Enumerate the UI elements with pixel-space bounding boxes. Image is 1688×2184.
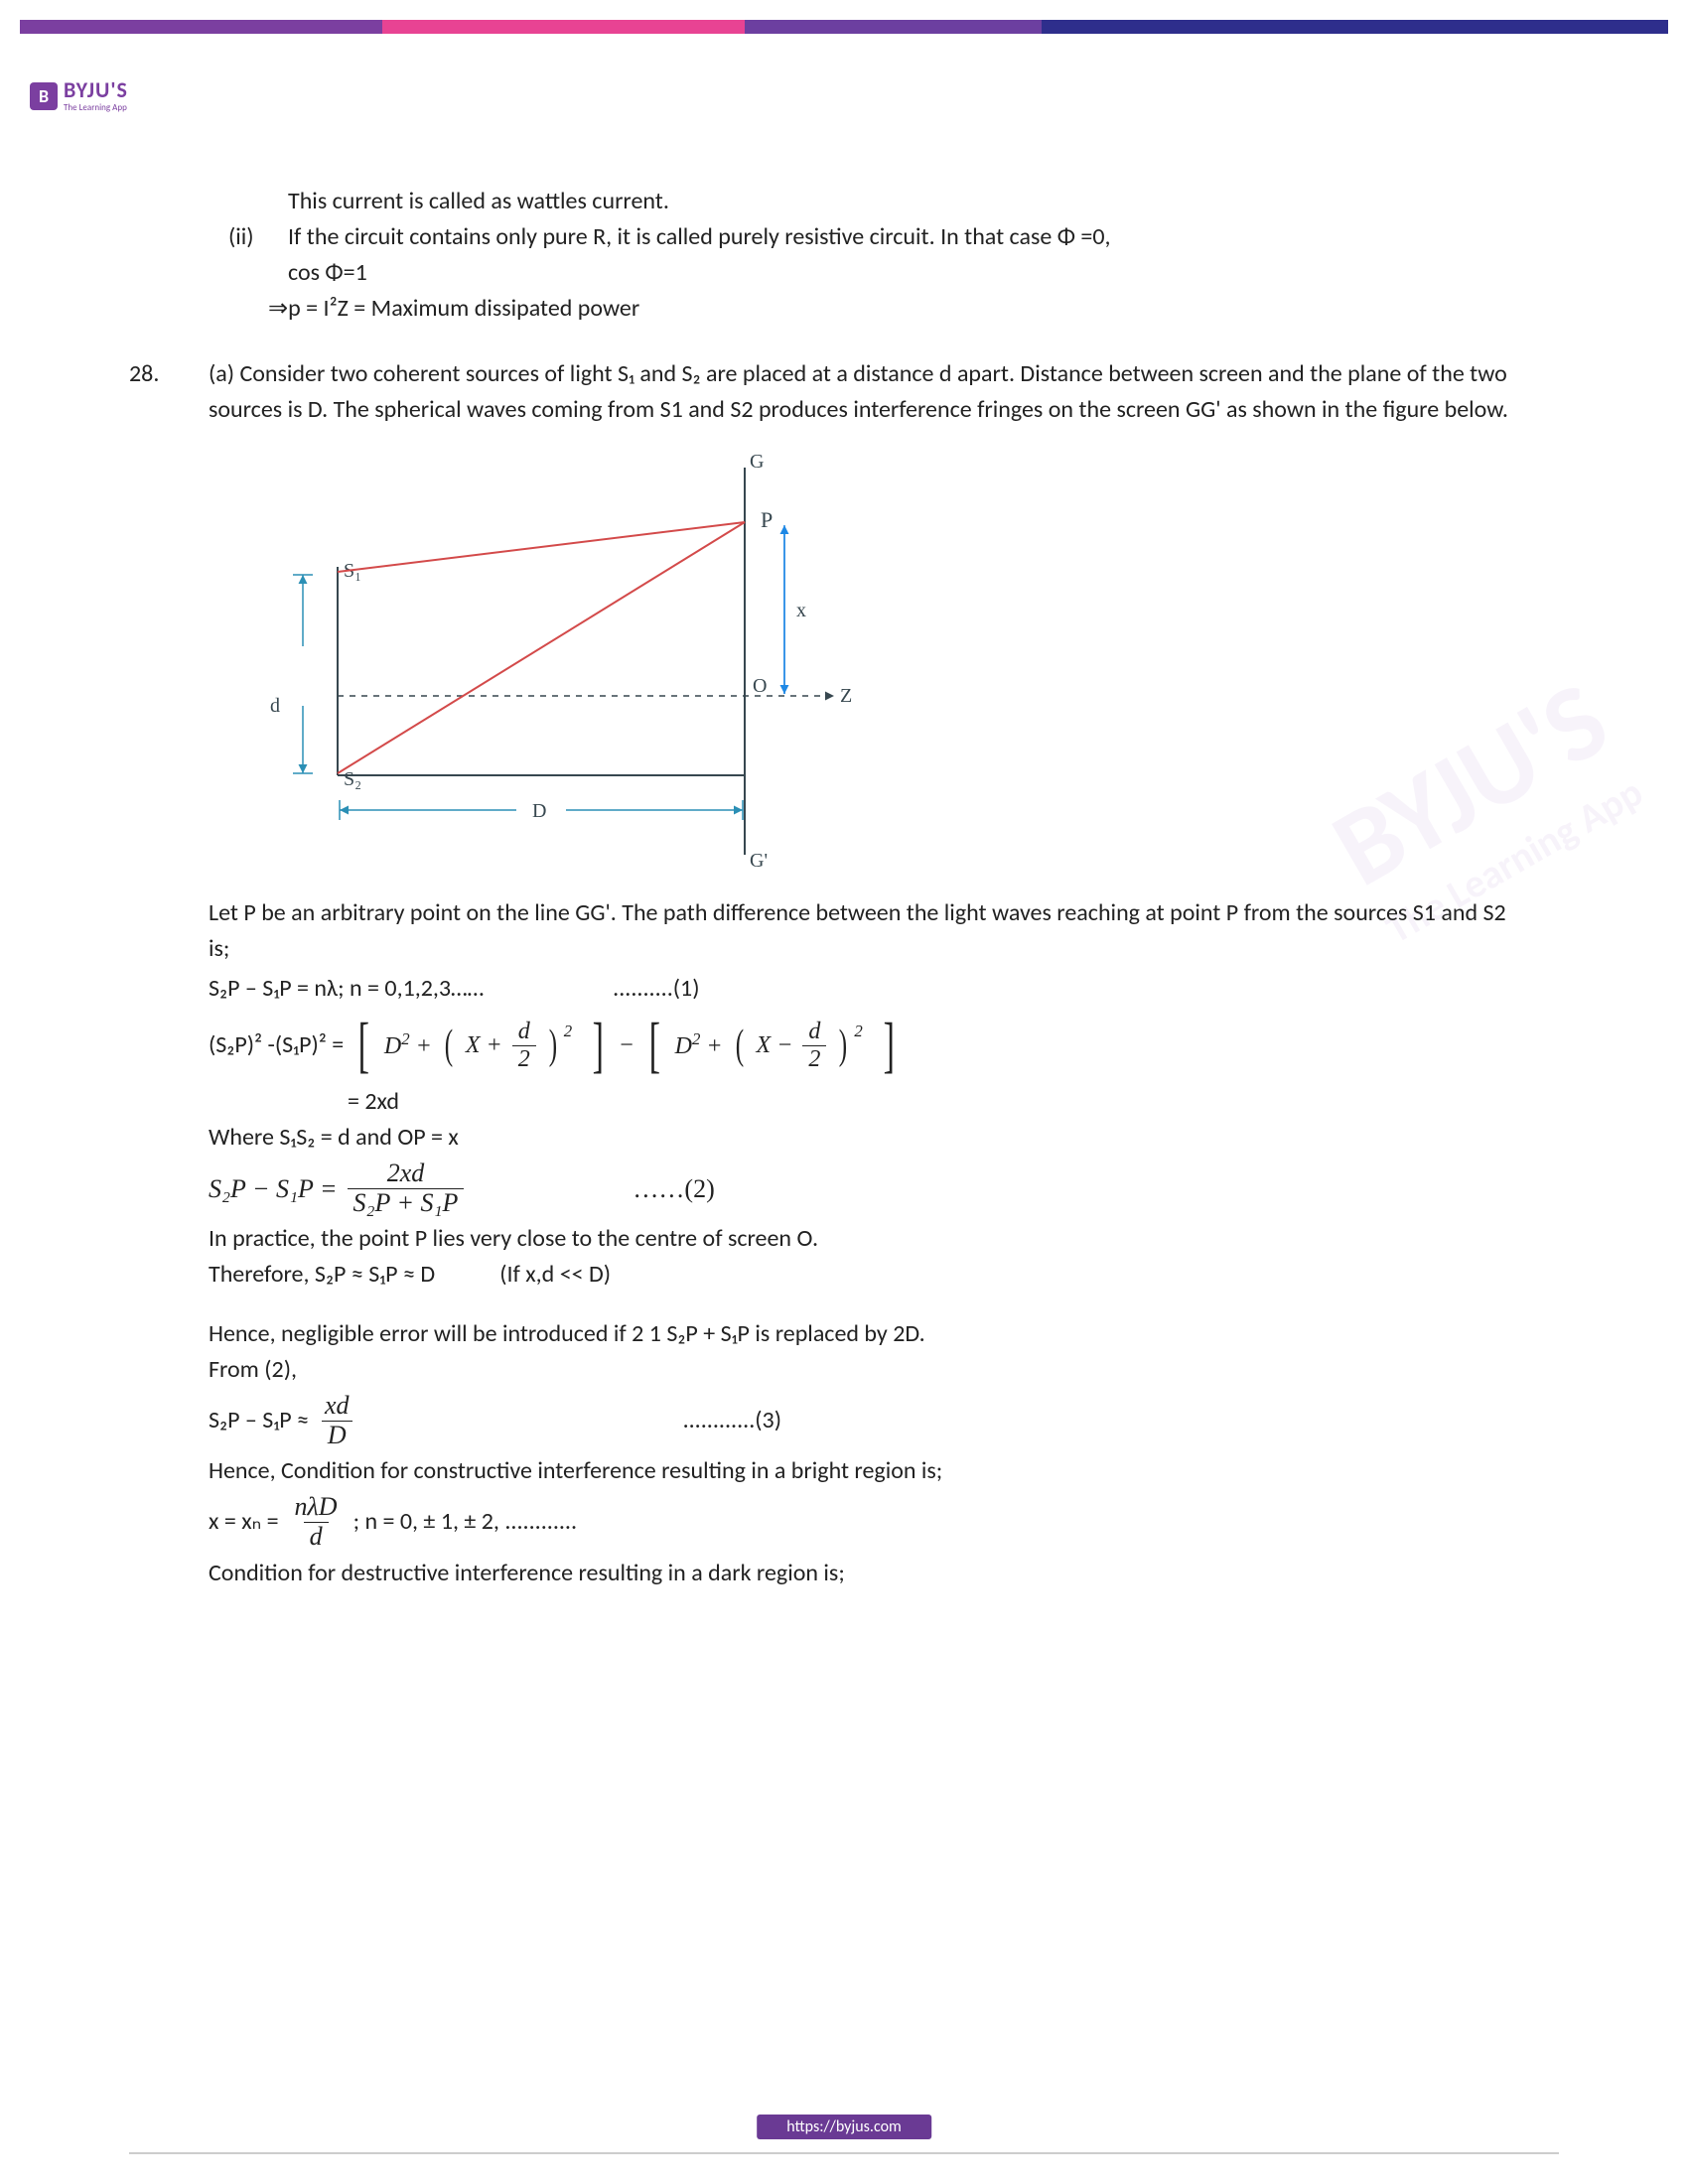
eq-d1n: d — [512, 1019, 536, 1044]
eq1-tag: ..........(1) — [613, 971, 699, 1007]
item-ii: (ii) If the circuit contains only pure R… — [129, 219, 1519, 291]
eq-X2: X — [757, 1032, 772, 1058]
eq3-den: D — [322, 1421, 352, 1450]
roman-ii-label: (ii) — [228, 219, 288, 291]
where-line: Where S₁S₂ = d and OP = x — [209, 1120, 1519, 1156]
interference-diagram: G G' Z O P S₁ S₂ — [209, 448, 1519, 886]
hence-1: Hence, negligible error will be introduc… — [209, 1316, 1519, 1352]
logo-badge-icon: B — [30, 82, 58, 110]
page-content: This current is called as wattles curren… — [129, 184, 1519, 1591]
eq3-tag: ............(3) — [683, 1403, 781, 1438]
practice-2: Therefore, S₂P ≈ S₁P ≈ D (If x,d << D) — [209, 1257, 1519, 1293]
eqx-lhs: x = xₙ = — [209, 1504, 279, 1540]
eqx-tail: ; n = 0, ± 1, ± 2, ............ — [353, 1504, 577, 1540]
stripe-seg-2 — [382, 20, 745, 34]
lbl-Gp: G' — [750, 850, 768, 872]
eq-d2n: d — [802, 1019, 826, 1044]
q28-number: 28. — [129, 356, 209, 1591]
from-2: From (2), — [209, 1352, 1519, 1388]
eq2-num: 2xd — [381, 1160, 431, 1188]
stripe-seg-4 — [1042, 20, 1668, 34]
eq3-lhs: S₂P – S₁P ≈ — [209, 1403, 309, 1438]
lbl-S2: S₂ — [344, 768, 361, 790]
eq-2: S₂P − S₁P = 2xd S₂P + S₁P ……(2) — [209, 1160, 1519, 1217]
eq-3: S₂P – S₁P ≈ xd D ............(3) — [209, 1392, 1519, 1449]
cond-dark: Condition for destructive interference r… — [209, 1556, 1519, 1591]
practice-1: In practice, the point P lies very close… — [209, 1221, 1519, 1257]
eq2-tag: ……(2) — [633, 1169, 714, 1208]
eq-D1: D — [384, 1033, 401, 1059]
logo-main-text: BYJU'S — [64, 79, 128, 101]
eq-2xd: = 2xd — [348, 1084, 1519, 1120]
eq-squared: (S₂P)² -(S₁P)² = [ D2 + ( X + d2 )2 ] − … — [209, 1015, 1519, 1076]
lbl-P: P — [761, 507, 773, 532]
diagram-svg: G G' Z O P S₁ S₂ — [209, 448, 904, 875]
eqx-den: d — [304, 1522, 329, 1552]
wattles-line: This current is called as wattles curren… — [288, 184, 1519, 219]
q28-intro: (a) Consider two coherent sources of lig… — [209, 356, 1519, 428]
header-stripe — [20, 20, 1668, 34]
question-28: 28. (a) Consider two coherent sources of… — [129, 356, 1519, 1591]
cond-bright: Hence, Condition for constructive interf… — [209, 1453, 1519, 1489]
footer-url-badge: https://byjus.com — [757, 2115, 931, 2139]
stripe-seg-3 — [745, 20, 1042, 34]
eq-sq-lhs: (S₂P)² -(S₁P)² = — [209, 1027, 344, 1063]
eq3-num: xd — [319, 1392, 355, 1421]
lbl-x: x — [796, 600, 806, 621]
stripe-seg-1 — [20, 20, 382, 34]
ii-line2: cos Φ=1 — [288, 255, 1519, 291]
eq2-lhs: S₂P − S₁P = — [209, 1169, 338, 1208]
logo-sub-text: The Learning App — [64, 103, 128, 112]
eqx-num: nλD — [289, 1493, 344, 1522]
lbl-D: D — [532, 800, 546, 822]
ii-line3: ⇒p = I²Z = Maximum dissipated power — [268, 291, 1519, 327]
lbl-G: G — [750, 451, 764, 473]
ii-line1: If the circuit contains only pure R, it … — [288, 219, 1519, 255]
brand-logo: B BYJU'S The Learning App — [30, 79, 128, 112]
eq-d2d: 2 — [802, 1045, 826, 1072]
footer-divider — [129, 2152, 1559, 2154]
eq-X1: X — [466, 1032, 481, 1058]
eq-1: S₂P – S₁P = nλ; n = 0,1,2,3…… ..........… — [209, 971, 1519, 1007]
eq-d1d: 2 — [512, 1045, 536, 1072]
eq-D2: D — [675, 1033, 692, 1059]
eq1-lhs: S₂P – S₁P = nλ; n = 0,1,2,3…… — [209, 971, 484, 1007]
lbl-O: O — [753, 675, 767, 697]
eq-xn: x = xₙ = nλD d ; n = 0, ± 1, ± 2, ......… — [209, 1493, 1519, 1551]
para-letP: Let P be an arbitrary point on the line … — [209, 895, 1519, 967]
eq2-den: S₂P + S₁P — [348, 1188, 465, 1218]
lbl-Z: Z — [840, 685, 852, 707]
lbl-d: d — [270, 695, 280, 717]
